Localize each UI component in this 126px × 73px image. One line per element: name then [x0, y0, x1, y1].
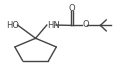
Text: O: O: [69, 4, 75, 13]
Text: HO: HO: [6, 21, 19, 30]
Text: O: O: [83, 20, 89, 29]
Text: HN: HN: [47, 21, 60, 30]
